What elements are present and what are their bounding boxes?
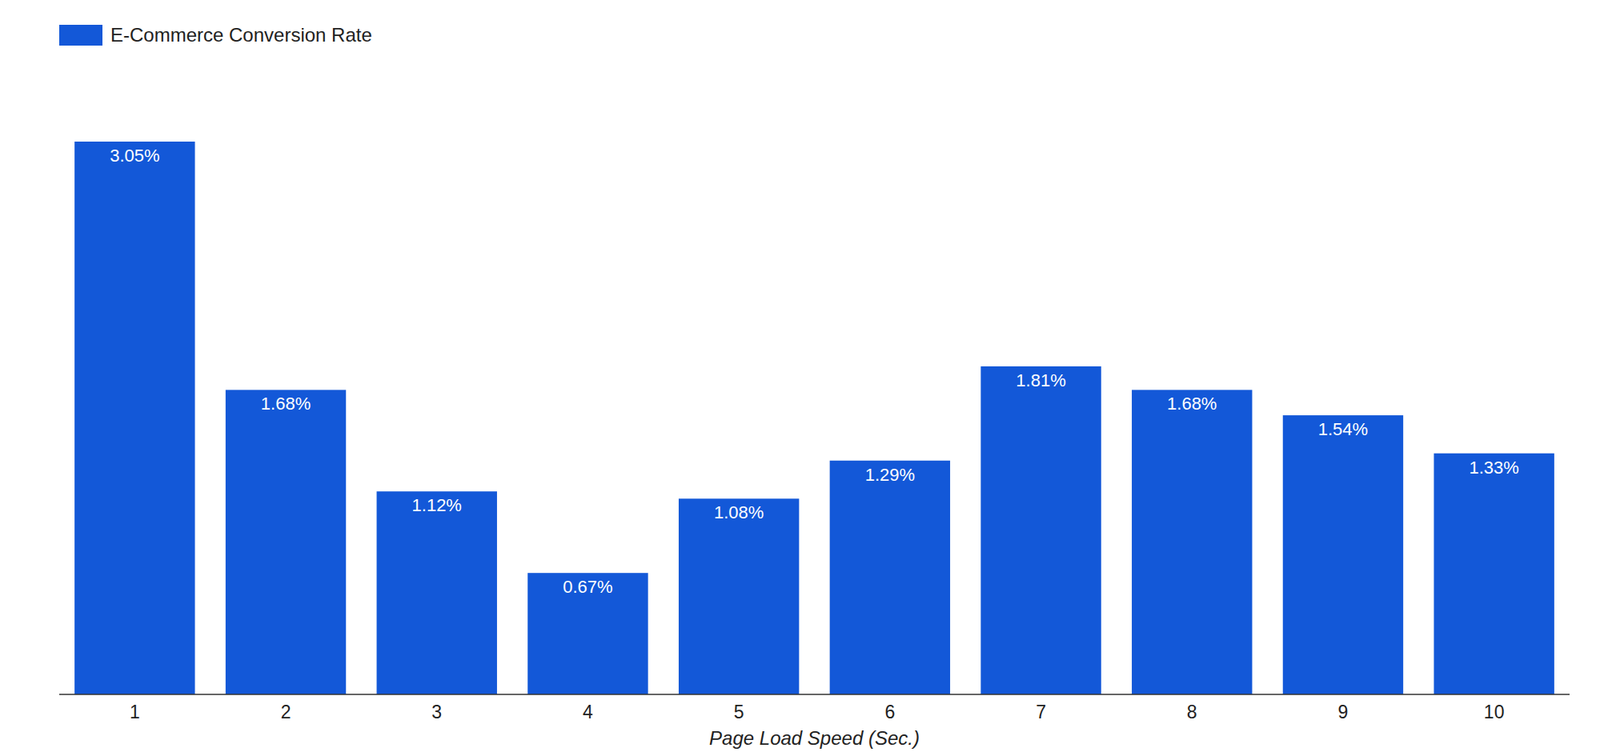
x-tick-label: 1 — [129, 701, 141, 723]
data-label: 1.54% — [1318, 419, 1368, 440]
bar — [830, 461, 951, 695]
x-tick-label: 2 — [280, 701, 292, 723]
chart-svg: 3.05% 1.68% 1.12% 0.67% 1.08% 1.29% 1.81% 1.68%… — [0, 0, 1600, 756]
bar — [1283, 415, 1404, 695]
x-tick-label: 9 — [1338, 701, 1349, 723]
bar — [74, 141, 195, 695]
legend: E-Commerce Conversion Rate — [59, 24, 373, 46]
legend-label: E-Commerce Conversion Rate — [110, 24, 373, 46]
x-tick-label: 5 — [733, 701, 745, 723]
chart-container: 3.05% 1.68% 1.12% 0.67% 1.08% 1.29% 1.81% 1.68%… — [0, 0, 1600, 756]
x-tick-label: 3 — [431, 701, 442, 723]
data-label: 3.05% — [109, 145, 160, 166]
data-label: 1.29% — [865, 465, 915, 486]
data-label: 1.68% — [1166, 393, 1217, 414]
data-label: 1.68% — [260, 393, 311, 414]
x-axis-title: Page Load Speed (Sec.) — [709, 727, 920, 750]
bar — [1433, 453, 1554, 695]
bars — [74, 141, 1555, 695]
data-label: 1.81% — [1015, 370, 1066, 391]
bar — [376, 491, 498, 695]
data-labels: 3.05% 1.68% 1.12% 0.67% 1.08% 1.29% 1.81% 1.68%… — [109, 145, 1520, 598]
data-label: 0.67% — [562, 577, 613, 598]
bar — [225, 389, 346, 695]
data-label: 1.12% — [412, 495, 462, 516]
bar — [1131, 389, 1252, 695]
legend-swatch — [59, 24, 103, 46]
bar — [527, 573, 648, 695]
x-tick-label: 7 — [1035, 701, 1047, 723]
data-label: 1.33% — [1468, 457, 1519, 478]
x-tick-label: 4 — [582, 701, 594, 723]
x-tick-label: 10 — [1483, 701, 1505, 723]
x-tick-label: 8 — [1186, 701, 1198, 723]
x-tick-label: 6 — [884, 701, 895, 723]
x-axis-line — [59, 693, 1570, 695]
bar — [980, 366, 1101, 695]
data-label: 1.08% — [713, 502, 764, 523]
bar — [678, 498, 799, 695]
